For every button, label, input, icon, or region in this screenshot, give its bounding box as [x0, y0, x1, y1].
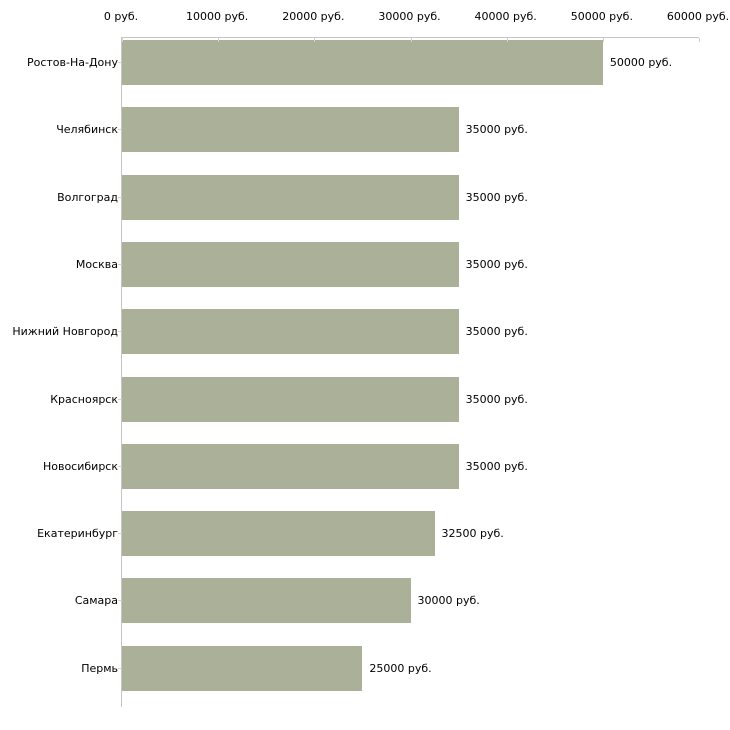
- bar-row: Нижний Новгород 35000 руб.: [12, 307, 699, 374]
- x-axis-tick-label: 30000 руб.: [378, 10, 441, 23]
- category-label: Москва: [75, 257, 118, 271]
- x-axis-tick-mark: [122, 38, 123, 42]
- y-axis-tick-mark: [118, 331, 122, 333]
- bar: [122, 241, 459, 287]
- y-axis-tick-mark: [118, 263, 122, 265]
- category-label: Нижний Новгород: [12, 325, 118, 339]
- bar-row: Москва 35000 руб.: [76, 240, 699, 307]
- x-axis-tick-label: 50000 руб.: [570, 10, 633, 23]
- value-label: 35000 руб.: [465, 392, 528, 406]
- category-label: Волгоград: [57, 190, 118, 204]
- y-axis-tick-mark: [118, 62, 122, 63]
- y-axis-tick-mark: [118, 398, 122, 400]
- value-label: 35000 руб.: [465, 257, 528, 271]
- bar: [122, 645, 363, 691]
- value-label: 25000 руб.: [369, 661, 432, 675]
- y-axis-tick-mark: [118, 533, 122, 535]
- bar: [122, 107, 459, 153]
- x-axis-tick-mark: [602, 38, 604, 42]
- category-label: Новосибирск: [42, 459, 118, 473]
- category-label: Екатеринбург: [37, 527, 118, 541]
- x-axis-tick-mark: [699, 38, 700, 42]
- x-axis-tick-mark: [506, 38, 508, 42]
- x-axis-tick-label: 60000 руб.: [666, 10, 730, 23]
- y-axis-tick-mark: [118, 667, 122, 669]
- y-axis-tick-mark: [118, 465, 122, 467]
- y-axis-tick-mark: [118, 600, 122, 602]
- x-axis-tick-label: 0 руб.: [103, 10, 139, 23]
- bar-row: Волгоград 35000 руб.: [57, 173, 699, 240]
- category-label: Челябинск: [56, 123, 118, 137]
- bar: [122, 40, 603, 85]
- value-label: 35000 руб.: [465, 325, 528, 339]
- x-axis-tick-mark: [410, 38, 412, 42]
- category-label: Красноярск: [50, 392, 118, 406]
- value-label: 35000 руб.: [465, 459, 528, 473]
- category-label: Ростов-На-Дону: [26, 56, 118, 69]
- bar: [122, 511, 435, 557]
- value-label: 35000 руб.: [465, 123, 528, 137]
- bar-row: Пермь 25000 руб.: [81, 644, 699, 711]
- bar: [122, 443, 459, 489]
- bar-row: Красноярск 35000 руб.: [50, 375, 699, 442]
- value-label: 35000 руб.: [465, 190, 528, 204]
- bar-row: Ростов-На-Дону 50000 руб.: [27, 38, 699, 105]
- x-axis-tick-label: 20000 руб.: [282, 10, 345, 23]
- value-label: 50000 руб.: [609, 56, 673, 69]
- bar: [122, 578, 411, 624]
- x-axis-tick-labels: 0 руб. 10000 руб. 20000 руб. 30000 руб. 4000…: [104, 10, 729, 25]
- x-axis-tick-mark: [314, 38, 316, 42]
- y-axis-tick-mark: [118, 196, 122, 198]
- bar-row: Новосибирск 35000 руб.: [43, 442, 699, 509]
- bar-row: Самара 30000 руб.: [75, 576, 699, 643]
- category-label: Пермь: [81, 661, 118, 675]
- bar-row: Екатеринбург 32500 руб.: [37, 509, 699, 576]
- category-label: Самара: [74, 594, 118, 608]
- bar: [122, 376, 459, 422]
- plot-area: Ростов-На-Дону 50000 руб. Челябинск 35000 р…: [12, 37, 700, 707]
- y-axis-tick-mark: [118, 129, 122, 131]
- bar: [122, 174, 459, 220]
- x-axis-tick-label: 10000 руб.: [186, 10, 249, 23]
- x-axis-tick-mark: [218, 38, 220, 42]
- value-label: 32500 руб.: [441, 527, 504, 541]
- x-axis-tick-label: 40000 руб.: [474, 10, 537, 23]
- value-label: 30000 руб.: [417, 594, 480, 608]
- bar-row: Челябинск 35000 руб.: [56, 105, 699, 172]
- bar: [122, 309, 459, 355]
